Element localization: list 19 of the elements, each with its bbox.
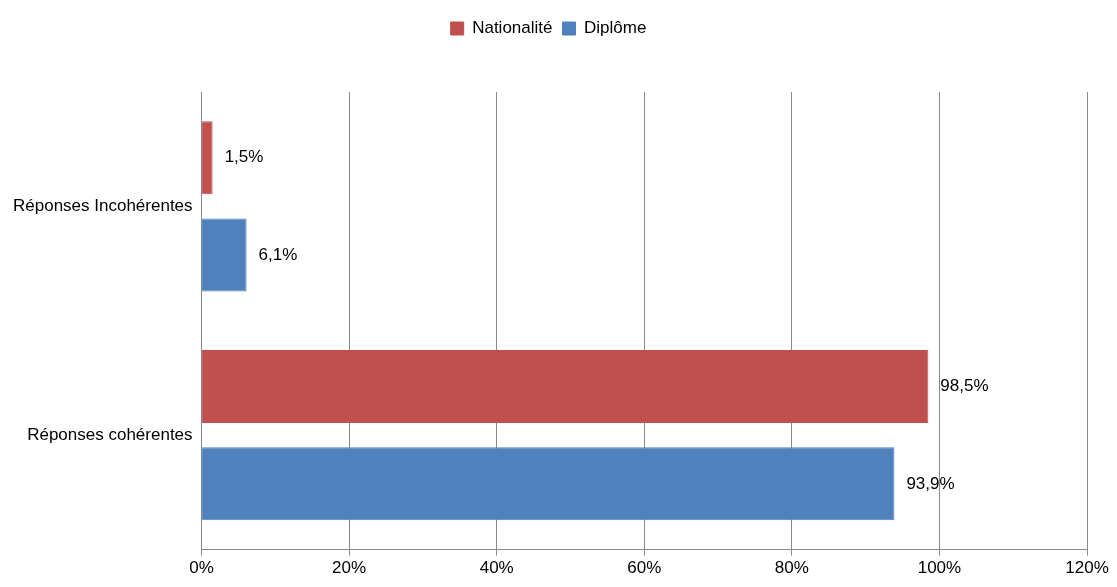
x-tick-label: 20% <box>332 558 367 578</box>
legend-label: Nationalité <box>472 18 553 38</box>
legend-label: Diplôme <box>583 18 647 38</box>
x-tick-label: 80% <box>774 558 809 578</box>
data-label: 6,1% <box>258 244 298 264</box>
bar <box>202 350 929 424</box>
data-label: 1,5% <box>224 147 264 167</box>
y-tick-label: Réponses cohérentes <box>27 424 193 444</box>
x-tick-label: 120% <box>1065 558 1109 578</box>
data-label: 98,5% <box>940 376 989 396</box>
y-tick-label: Réponses Incohérentes <box>13 196 193 216</box>
x-tick-label: 60% <box>627 558 662 578</box>
x-tick-label: 100% <box>917 558 962 578</box>
bar <box>202 218 247 292</box>
x-tick-label: 40% <box>479 558 514 578</box>
bar <box>202 447 895 521</box>
bar <box>202 121 213 195</box>
data-label: 93,9% <box>906 473 955 493</box>
x-tick-label: 0% <box>189 558 214 578</box>
